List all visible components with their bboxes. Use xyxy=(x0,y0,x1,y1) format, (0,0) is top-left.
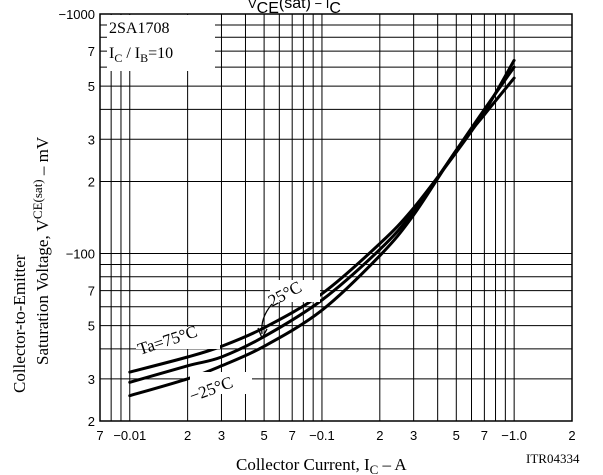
title-main: V xyxy=(248,0,257,11)
y-tick-label: −100 xyxy=(66,247,95,262)
x-tick-label: 2 xyxy=(568,428,575,443)
x-tick-labels: 7 −0.01 2 3 5 7 −0.1 2 3 5 7 −1.0 2 xyxy=(96,428,575,443)
x-tick-label: 2 xyxy=(184,428,191,443)
plot-frame xyxy=(99,13,573,422)
title-sub1: CE xyxy=(257,0,279,17)
x-tick-label: 2 xyxy=(376,428,383,443)
title-sep: − xyxy=(311,0,326,11)
grid xyxy=(99,13,573,422)
x-tick-label: 7 xyxy=(481,428,488,443)
series-line-2 xyxy=(128,76,516,398)
y-tick-labels: −1000 7 5 3 2 −100 7 5 3 2 xyxy=(58,7,95,429)
x-tick-label: −0.01 xyxy=(113,428,146,443)
x-tick-label: 5 xyxy=(260,428,267,443)
x-tick-label: 7 xyxy=(96,428,103,443)
y-tick-label: 2 xyxy=(88,174,95,189)
y-tick-label: 5 xyxy=(88,319,95,334)
y-tick-label: 3 xyxy=(88,132,95,147)
part-number: 2SA1708 xyxy=(109,20,169,37)
x-axis-label: Collector Current, IC – A xyxy=(236,455,407,475)
x-tick-label: 3 xyxy=(218,428,225,443)
figure-code: ITR04334 xyxy=(526,451,580,466)
label-arrow-head xyxy=(257,327,268,340)
label-bg-75 xyxy=(136,327,220,349)
y-axis-label-line2: Saturation Voltage, VCE(sat) – mV xyxy=(30,136,52,365)
y-tick-label: 7 xyxy=(88,284,95,299)
y-tick-label: 7 xyxy=(88,44,95,59)
y-tick-label: −1000 xyxy=(58,7,95,22)
title-mid: (sat) xyxy=(279,0,311,12)
x-tick-label: −1.0 xyxy=(501,428,527,443)
y-tick-label: 2 xyxy=(88,414,95,429)
y-axis-label-line1: Collector-to-Emitter xyxy=(10,254,29,393)
legend-box xyxy=(107,15,215,71)
x-tick-label: 3 xyxy=(410,428,417,443)
curves xyxy=(128,58,516,398)
y-tick-label: 3 xyxy=(88,372,95,387)
condition-label: IC / IB=10 xyxy=(109,45,173,65)
chart-title: VCE(sat) − IC xyxy=(248,0,341,17)
x-tick-label: −0.1 xyxy=(309,428,335,443)
title-main2: I xyxy=(326,0,330,11)
x-tick-label: 7 xyxy=(289,428,296,443)
label-arrow xyxy=(261,303,273,335)
y-tick-label: 5 xyxy=(88,79,95,94)
label-bg-m25 xyxy=(190,372,252,394)
x-tick-label: 5 xyxy=(453,428,460,443)
label-bg-25 xyxy=(270,280,320,302)
title-sub2: C xyxy=(329,0,341,17)
